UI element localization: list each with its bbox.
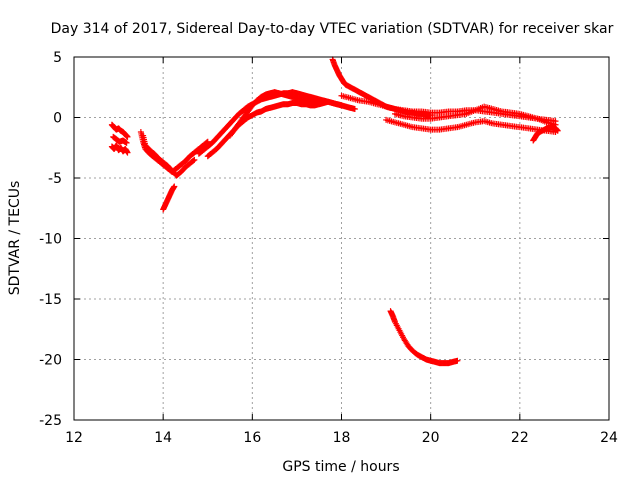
x-tick-label: 12 — [65, 430, 83, 446]
x-tick-label: 14 — [154, 430, 172, 446]
y-axis-title: SDTVAR / TECUs — [7, 181, 23, 296]
data-point-drop — [171, 183, 178, 190]
x-tick-label: 24 — [600, 430, 618, 446]
data-point-outlier-arc — [454, 357, 461, 364]
grid — [74, 57, 609, 420]
x-axis-title: GPS time / hours — [282, 459, 399, 475]
chart-title: Day 314 of 2017, Sidereal Day-to-day VTE… — [51, 21, 614, 37]
x-tick-label: 18 — [333, 430, 351, 446]
y-tick-label: 5 — [53, 50, 62, 66]
data-point-band-a-lower — [124, 149, 131, 156]
y-tick-label: -20 — [39, 353, 62, 369]
data-point-rise-2 — [351, 106, 358, 113]
x-tick-label: 20 — [422, 430, 440, 446]
y-tick-label: -5 — [48, 171, 62, 187]
x-tick-label: 16 — [243, 430, 261, 446]
axis-ticks: 12 14 16 18 20 22 24 5 0 -5 -10 -15 -20 -25 — [39, 50, 618, 446]
data-point-dip-2 — [190, 157, 197, 164]
data-point-band-a-mid — [123, 139, 130, 146]
data-point-dip-2 — [191, 156, 198, 163]
y-tick-label: -15 — [39, 292, 62, 308]
y-tick-label: -25 — [39, 413, 62, 429]
data-points — [108, 56, 561, 367]
data-point-end-cluster — [554, 127, 561, 134]
data-point-band-a-upper — [124, 133, 131, 140]
y-tick-label: -10 — [39, 232, 62, 248]
data-point-rise-3 — [316, 98, 323, 105]
y-tick-label: 0 — [53, 111, 62, 127]
x-tick-label: 22 — [511, 430, 529, 446]
